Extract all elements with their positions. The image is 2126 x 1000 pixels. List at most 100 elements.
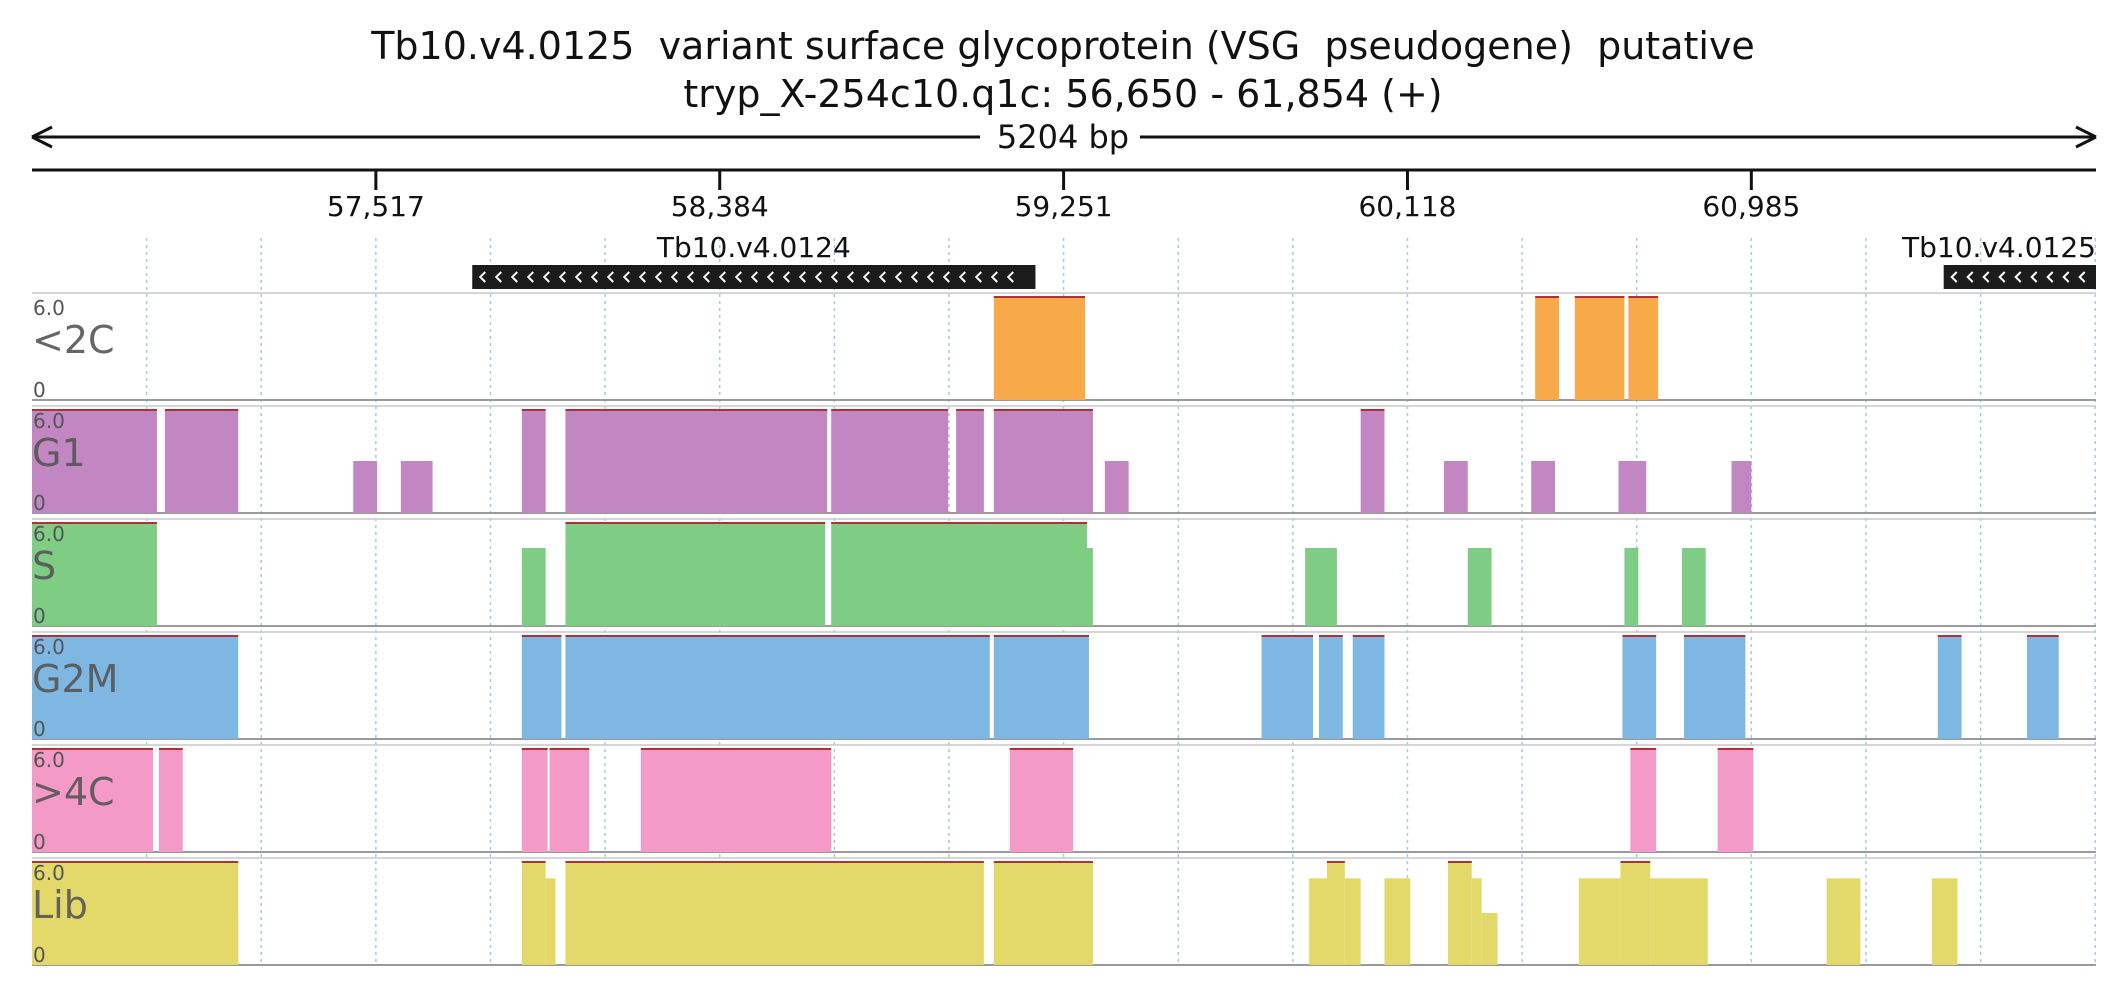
coverage-bar [1574, 296, 1625, 400]
coverage-bar [545, 878, 556, 965]
coverage-bar [521, 861, 546, 965]
gene-track: Tb10.v4.0124 Tb10.v4.0125 [472, 231, 2096, 289]
gene-label: Tb10.v4.0125 [1901, 231, 2096, 264]
coverage-bar [884, 878, 921, 965]
span-ruler: 5204 bp [31, 118, 2097, 156]
coverage-bar [1360, 409, 1385, 513]
coverage-bar [920, 861, 939, 965]
coverage-bar [565, 635, 990, 739]
track-max-label: 6.0 [33, 748, 65, 772]
coverage-bar [1618, 461, 1647, 513]
track-max-label: 6.0 [33, 635, 65, 659]
coverage-bar [1620, 861, 1651, 965]
coverage-bar [993, 861, 1093, 965]
track-name: <2C [32, 318, 115, 362]
track-min-label: 0 [33, 378, 46, 402]
coverage-bar [1937, 635, 1962, 739]
track-0: 6.0 0 <2C [32, 292, 2096, 402]
coverage-bar [1681, 548, 1706, 626]
coverage-bar [218, 913, 239, 965]
coverage-bar [1326, 861, 1345, 965]
coverage-bar [1261, 635, 1314, 739]
strand-arrows [1950, 271, 2086, 283]
coverage-bar [1471, 878, 1482, 965]
chart-title: Tb10.v4.0125 variant surface glycoprotei… [371, 24, 1755, 68]
track-name: G1 [32, 431, 86, 475]
coverage-bar [1731, 461, 1752, 513]
tick-label: 59,251 [1015, 190, 1113, 223]
track-min-label: 0 [33, 830, 46, 854]
tick-label: 58,384 [671, 190, 769, 223]
track-5: 6.0 0 Lib [32, 857, 2096, 967]
coverage-bar [1826, 878, 1861, 965]
coverage-bar [164, 409, 239, 513]
coverage-bar [1650, 878, 1674, 965]
coverage-bar [521, 748, 548, 852]
gridlines [145, 238, 2096, 963]
gene-feature [472, 265, 1036, 289]
coverage-bar [1309, 878, 1327, 965]
gene-label: Tb10.v4.0124 [656, 231, 851, 264]
coverage-bar [831, 522, 1088, 626]
track-4: 6.0 0 >4C [32, 744, 2096, 854]
tick-label: 60,118 [1358, 190, 1456, 223]
coverage-bar [1305, 548, 1337, 626]
coverage-bar [1104, 461, 1129, 513]
coverage-bar [1384, 878, 1411, 965]
tick-label: 57,517 [327, 190, 425, 223]
track-name: S [32, 544, 56, 588]
coverage-bar [521, 635, 562, 739]
coverage-bar [956, 409, 984, 513]
coverage-bar [956, 861, 984, 965]
coverage-bar [1717, 748, 1754, 852]
coverage-bar [831, 409, 855, 513]
coverage-bar [158, 748, 183, 852]
coverage-bar [993, 296, 1086, 400]
coverage-bar [1319, 635, 1343, 739]
track-3: 6.0 0 G2M [32, 631, 2096, 741]
coverage-bar [549, 748, 590, 852]
chart-subtitle: tryp_X-254c10.q1c: 56,650 - 61,854 (+) [683, 72, 1443, 116]
coverage-bar [32, 522, 157, 626]
track-max-label: 6.0 [33, 296, 65, 320]
coverage-bar [1352, 635, 1385, 739]
coverage-bar [1535, 296, 1559, 400]
coverage-bar [1628, 296, 1659, 400]
track-min-label: 0 [33, 717, 46, 741]
coverage-bar [1683, 635, 1746, 739]
track-name: >4C [32, 770, 115, 814]
coverage-bar [1467, 548, 1492, 626]
coverage-bar [854, 409, 949, 513]
track-name: G2M [32, 657, 118, 701]
coverage-bar [1531, 461, 1556, 513]
coverage-bar [1481, 913, 1498, 965]
coverage-bar [938, 878, 953, 965]
coverage-bar [1443, 461, 1468, 513]
coverage-bar [1630, 748, 1657, 852]
track-max-label: 6.0 [33, 522, 65, 546]
coverage-bar [1622, 635, 1657, 739]
track-max-label: 6.0 [33, 409, 65, 433]
coverage-bar [565, 522, 826, 626]
coverage-bar [1931, 878, 1958, 965]
coverage-bar [1087, 548, 1093, 626]
track-min-label: 0 [33, 943, 46, 967]
strand-arrows [478, 271, 1014, 283]
coverage-bar [400, 461, 433, 513]
track-1: 6.0 0 G1 [32, 405, 2096, 515]
coverage-bar [993, 635, 1089, 739]
coverage-bar [1578, 878, 1621, 965]
coverage-bar [521, 548, 546, 626]
coverage-bar [1447, 861, 1472, 965]
track-2: 6.0 0 S [32, 518, 2096, 628]
coverage-bar [1344, 878, 1361, 965]
x-axis: 57,517 58,384 59,251 60,118 60,985 [32, 168, 2096, 223]
coverage-bar [1673, 878, 1708, 965]
track-name: Lib [32, 883, 88, 927]
coverage-bar [353, 461, 378, 513]
coverage-bar [640, 748, 832, 852]
coverage-bar [1009, 748, 1074, 852]
coverage-bar [32, 635, 239, 739]
